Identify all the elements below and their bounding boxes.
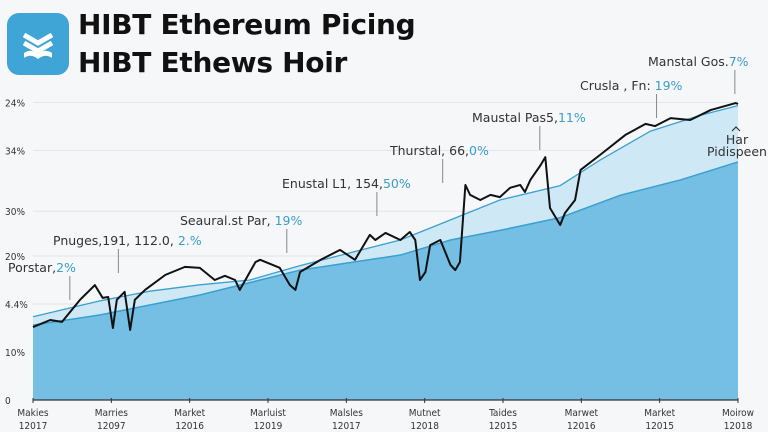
annotation-value: 0% <box>469 143 489 158</box>
x-tick-label: Marries <box>95 408 129 419</box>
annotation-text: Seaural.st Par, <box>180 213 275 228</box>
annotation-value: 19% <box>275 213 303 228</box>
x-tick-label: Marwet <box>565 408 599 419</box>
y-tick-label: 20% <box>5 252 25 263</box>
x-tick-label: 12015 <box>489 421 518 432</box>
annotation-value: 19% <box>655 78 683 93</box>
y-tick-label: 30% <box>5 207 25 218</box>
x-tick-label: Mutnet <box>409 408 441 419</box>
annotation-value: 7% <box>729 54 749 69</box>
x-tick-label: 12018 <box>410 421 439 432</box>
annotation-label: Maustal Pas5,11% <box>472 110 586 125</box>
annotation-text: Enustal L1, 154, <box>282 176 383 191</box>
y-tick-label: 24% <box>5 98 25 109</box>
x-tick-label: 12016 <box>567 421 596 432</box>
caret-up-icon <box>731 126 741 132</box>
annotation-value: 2.% <box>178 233 202 248</box>
annotation-text: Thurstal, 66, <box>389 143 469 158</box>
x-tick-label: 12018 <box>724 421 753 432</box>
price-line <box>32 102 739 331</box>
annotation-label: Crusla , Fn: 19% <box>580 78 683 93</box>
annotation-label: Enustal L1, 154,50% <box>282 176 411 191</box>
x-tick-label: Taides <box>488 408 517 419</box>
x-tick-label: Makies <box>17 408 49 419</box>
annotation-label: Manstal Gos.7% <box>648 54 749 69</box>
annotation-text: Crusla , Fn: <box>580 78 655 93</box>
x-tick-label: Moirow <box>722 408 754 419</box>
annotation-label: Porstar,2% <box>8 260 76 275</box>
chart-title: HIBT Ethereum Picing <box>78 8 416 41</box>
y-tick-label: 4.4% <box>5 300 28 311</box>
annotation-label: Thurstal, 66,0% <box>389 143 489 158</box>
annotation-value: 11% <box>558 110 586 125</box>
x-tick-label: Malsles <box>330 408 364 419</box>
lower-band-area <box>33 161 738 400</box>
annotation-text: Maustal Pas5, <box>472 110 558 125</box>
annotation-value: 2% <box>56 260 76 275</box>
lower-band-line <box>32 161 739 326</box>
end-label: Har <box>726 132 749 147</box>
x-tick-label: Market <box>644 408 675 419</box>
y-tick-label: 34% <box>5 146 25 157</box>
x-tick-label: 12097 <box>97 421 126 432</box>
annotation-text: Porstar, <box>8 260 56 275</box>
x-tick-label: 12017 <box>332 421 361 432</box>
x-tick-label: 12019 <box>254 421 283 432</box>
chart-subtitle: HIBT Ethews Hoir <box>78 46 348 79</box>
x-tick-label: Market <box>174 408 205 419</box>
annotation-text: Manstal Gos. <box>648 54 729 69</box>
annotation-text: Pnuges,191, 112.0, <box>53 233 178 248</box>
annotation-label: Pnuges,191, 112.0, 2.% <box>53 233 202 248</box>
book-waves-icon <box>7 13 69 75</box>
x-tick-label: 12016 <box>175 421 204 432</box>
x-tick-label: 12017 <box>19 421 48 432</box>
annotation-value: 50% <box>383 176 411 191</box>
x-tick-label: Marluist <box>250 408 286 419</box>
annotation-label: Seaural.st Par, 19% <box>180 213 302 228</box>
end-label: Pidispeen <box>707 144 767 159</box>
x-tick-label: 12015 <box>645 421 674 432</box>
y-tick-label: 10% <box>5 348 25 359</box>
y-tick-label: 0 <box>5 396 11 407</box>
